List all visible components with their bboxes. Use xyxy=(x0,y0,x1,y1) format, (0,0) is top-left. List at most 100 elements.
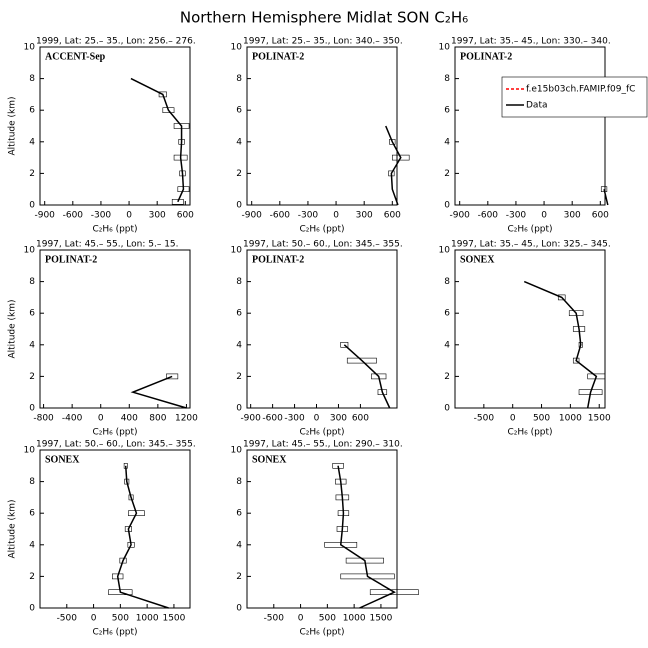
y-tick-label: 4 xyxy=(444,137,450,147)
x-axis-label: C₂H₆ (ppt) xyxy=(92,628,137,638)
data-line xyxy=(337,465,396,609)
x-tick-label: -300 xyxy=(506,211,527,221)
data-line xyxy=(343,344,391,409)
x-tick-label: 500 xyxy=(112,614,129,624)
error-box xyxy=(557,294,566,301)
x-tick-label: -900 xyxy=(34,211,55,221)
x-tick-label: -900 xyxy=(241,211,262,221)
error-box xyxy=(162,107,175,113)
x-tick-label: -600 xyxy=(270,211,291,221)
annotation: POLINAT-2 xyxy=(45,254,97,265)
plot-frame xyxy=(454,249,606,409)
data-line xyxy=(130,77,185,203)
panel-title: 1997, Lat: 50.– 60., Lon: 345.– 355. xyxy=(243,240,403,250)
panel-title: 1999, Lat: 25.– 35., Lon: 256.– 276. xyxy=(36,37,196,47)
y-tick-label: 2 xyxy=(236,169,242,179)
y-tick-label: 4 xyxy=(236,137,242,147)
y-tick-label: 10 xyxy=(231,43,243,53)
x-tick-label: -500 xyxy=(264,614,285,624)
y-tick-label: 8 xyxy=(29,74,35,84)
plot-frame xyxy=(246,249,398,409)
x-tick-label: -400 xyxy=(62,414,83,424)
y-tick-label: 10 xyxy=(231,246,243,256)
annotation: SONEX xyxy=(460,254,495,265)
x-tick-label: 600 xyxy=(177,211,194,221)
x-tick-label: -600 xyxy=(478,211,499,221)
x-tick-label: 600 xyxy=(352,414,369,424)
x-tick-label: 800 xyxy=(149,414,166,424)
x-tick-label: -900 xyxy=(449,211,470,221)
y-tick-label: 2 xyxy=(444,372,450,382)
plot-frame xyxy=(246,449,398,609)
x-tick-label: 1000 xyxy=(559,414,582,424)
y-tick-label: 6 xyxy=(236,309,242,319)
x-tick-label: -600 xyxy=(262,414,283,424)
x-tick-label: 300 xyxy=(330,414,347,424)
x-axis-label: C₂H₆ (ppt) xyxy=(92,428,137,438)
y-axis-label: Altitude (km) xyxy=(8,96,18,155)
data-line xyxy=(603,189,609,206)
annotation: SONEX xyxy=(45,454,80,465)
y-tick-label: 0 xyxy=(236,404,242,414)
y-tick-label: 8 xyxy=(236,477,242,487)
y-tick-label: 10 xyxy=(24,446,36,456)
error-box xyxy=(346,357,377,364)
y-tick-label: 8 xyxy=(236,74,242,84)
y-tick-label: 6 xyxy=(236,106,242,116)
panel-title: 1997, Lat: 45.– 55., Lon: 5.– 15. xyxy=(36,240,179,250)
x-tick-label: -500 xyxy=(57,614,78,624)
y-tick-label: 8 xyxy=(444,277,450,287)
error-box xyxy=(119,557,127,564)
plot-frame xyxy=(454,46,606,206)
y-tick-label: 4 xyxy=(236,540,242,550)
y-tick-label: 10 xyxy=(439,43,451,53)
x-axis-label: C₂H₆ (ppt) xyxy=(92,225,137,235)
y-tick-label: 0 xyxy=(29,604,35,614)
x-tick-label: 500 xyxy=(533,414,550,424)
x-tick-label: 300 xyxy=(149,211,166,221)
x-tick-label: 300 xyxy=(356,211,373,221)
y-tick-label: 10 xyxy=(231,446,243,456)
x-tick-label: -300 xyxy=(298,211,319,221)
y-tick-label: 2 xyxy=(29,372,35,382)
y-tick-label: 4 xyxy=(444,340,450,350)
x-axis-label: C₂H₆ (ppt) xyxy=(299,225,344,235)
y-axis-label: Altitude (km) xyxy=(8,499,18,558)
y-axis-label: Altitude (km) xyxy=(8,299,18,358)
panel-title: 1997, Lat: 35.– 45., Lon: 325.– 345. xyxy=(451,240,611,250)
error-box xyxy=(587,373,606,380)
x-tick-label: 0 xyxy=(98,414,104,424)
annotation: POLINAT-2 xyxy=(460,51,512,62)
x-tick-label: 0 xyxy=(91,614,97,624)
error-box xyxy=(369,589,419,596)
y-tick-label: 6 xyxy=(444,309,450,319)
y-tick-label: 2 xyxy=(444,169,450,179)
y-tick-label: 6 xyxy=(236,509,242,519)
y-tick-label: 10 xyxy=(439,246,451,256)
y-tick-label: 4 xyxy=(29,340,35,350)
y-tick-label: 0 xyxy=(29,201,35,211)
x-tick-label: 1500 xyxy=(369,614,392,624)
y-tick-label: 0 xyxy=(444,404,450,414)
x-tick-label: 0 xyxy=(298,614,304,624)
x-tick-label: 0 xyxy=(510,414,516,424)
y-tick-label: 0 xyxy=(236,201,242,211)
x-tick-label: 400 xyxy=(121,414,138,424)
legend-label: Data xyxy=(526,101,548,111)
error-box xyxy=(128,510,145,517)
y-tick-label: 8 xyxy=(444,74,450,84)
legend-label: f.e15b03ch.FAMIP.f09_fC xyxy=(526,85,635,95)
panel-title: 1997, Lat: 50.– 60., Lon: 345.– 355. xyxy=(36,440,196,450)
y-tick-label: 4 xyxy=(29,540,35,550)
error-box xyxy=(171,199,184,205)
plot-frame xyxy=(39,46,191,206)
data-line xyxy=(116,465,169,609)
x-axis-label: C₂H₆ (ppt) xyxy=(299,428,344,438)
y-tick-label: 6 xyxy=(444,106,450,116)
error-box xyxy=(158,91,167,98)
annotation: ACCENT-Sep xyxy=(45,51,106,62)
error-box xyxy=(166,373,179,380)
data-line xyxy=(523,280,598,409)
